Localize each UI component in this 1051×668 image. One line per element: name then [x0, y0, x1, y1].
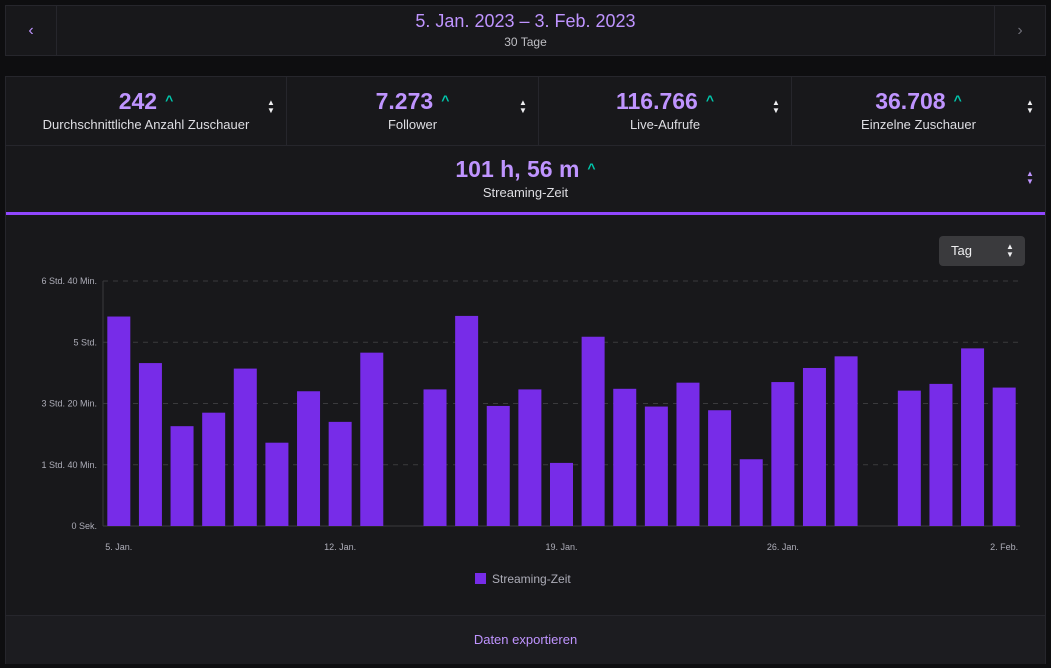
sort-icon: ▲ ▼ [1026, 98, 1034, 115]
stat-value: 242 ^ [118, 88, 174, 114]
bar [486, 405, 510, 526]
stat-unique-viewers[interactable]: 36.708 ^ Einzelne Zuschauer ▲ ▼ [792, 77, 1045, 145]
chevron-right-icon: › [1017, 21, 1023, 39]
sort-icon: ▲ ▼ [267, 98, 275, 115]
bar [676, 382, 700, 526]
previous-period-button[interactable]: ‹ [6, 6, 57, 55]
granularity-value: Tag [951, 243, 972, 258]
bar [613, 388, 637, 526]
sort-icon: ▲ ▼ [519, 98, 527, 115]
sort-icon: ▲ ▼ [772, 98, 780, 115]
bar [202, 412, 226, 526]
date-range: 5. Jan. 2023 – 3. Feb. 2023 30 Tage [56, 6, 995, 49]
stat-value: 7.273 ^ [375, 88, 450, 114]
stat-value: 101 h, 56 m ^ [455, 156, 596, 182]
bar [802, 367, 826, 526]
y-tick-label: 5 Std. [73, 337, 97, 347]
bar [423, 389, 447, 526]
bar [233, 368, 257, 526]
stats-panel: 242 ^ Durchschnittliche Anzahl Zuschauer … [5, 76, 1046, 664]
stat-label: Live-Aufrufe [629, 117, 701, 132]
y-tick-label: 3 Std. 20 Min. [41, 399, 97, 409]
trend-up-icon: ^ [441, 92, 450, 108]
x-tick-label: 19. Jan. [545, 542, 577, 552]
bar [644, 406, 668, 526]
stat-followers[interactable]: 7.273 ^ Follower ▲ ▼ [287, 77, 539, 145]
trend-up-icon: ^ [165, 92, 174, 108]
granularity-select[interactable]: Tag ▲ ▼ [939, 236, 1025, 266]
export-data-button[interactable]: Daten exportieren [6, 615, 1045, 664]
trend-up-icon: ^ [705, 92, 715, 108]
legend-swatch [475, 573, 486, 584]
bar [265, 442, 289, 526]
y-tick-label: 1 Std. 40 Min. [41, 460, 97, 470]
legend-label: Streaming-Zeit [492, 572, 571, 586]
x-tick-label: 12. Jan. [324, 542, 356, 552]
stat-label: Follower [387, 117, 438, 132]
bar [929, 383, 953, 526]
stat-label: Einzelne Zuschauer [861, 117, 976, 132]
bar [708, 410, 732, 526]
bar [455, 315, 479, 526]
chevron-left-icon: ‹ [28, 21, 34, 39]
bar [739, 459, 763, 526]
y-tick-label: 6 Std. 40 Min. [41, 276, 97, 286]
stat-label: Durchschnittliche Anzahl Zuschauer [42, 117, 250, 132]
date-range-title: 5. Jan. 2023 – 3. Feb. 2023 [415, 11, 636, 31]
stat-label: Streaming-Zeit [482, 185, 569, 200]
bar [360, 352, 384, 526]
stat-live-views[interactable]: 116.766 ^ Live-Aufrufe ▲ ▼ [539, 77, 792, 145]
trend-up-icon: ^ [587, 160, 596, 176]
stat-value: 36.708 ^ [875, 88, 962, 114]
bar [328, 421, 352, 526]
streaming-time-chart: 0 Sek. 1 Std. 40 Min. 3 Std. 20 Min. 5 Std.… [41, 276, 1020, 586]
date-range-period: 30 Tage [504, 35, 547, 49]
x-tick-label: 2. Feb. [990, 542, 1018, 552]
active-stat-indicator [6, 212, 1045, 215]
stat-value: 116.766 ^ [615, 88, 715, 114]
y-tick-label: 0 Sek. [71, 521, 97, 531]
bar [897, 390, 921, 526]
bar [550, 462, 573, 526]
select-arrows-icon: ▲ ▼ [1006, 242, 1014, 259]
x-tick-label: 5. Jan. [105, 542, 132, 552]
bar [992, 387, 1016, 526]
bar [581, 336, 605, 526]
trend-up-icon: ^ [953, 92, 962, 108]
bar [961, 348, 985, 526]
bar [170, 426, 194, 526]
date-range-navigator: ‹ 5. Jan. 2023 – 3. Feb. 2023 30 Tage › [5, 5, 1046, 56]
stats-row: 242 ^ Durchschnittliche Anzahl Zuschauer … [6, 77, 1045, 146]
next-period-button[interactable]: › [994, 6, 1045, 55]
stat-average-viewers[interactable]: 242 ^ Durchschnittliche Anzahl Zuschauer … [6, 77, 287, 145]
bar [771, 382, 795, 526]
bar [138, 363, 162, 526]
stat-streaming-time[interactable]: 101 h, 56 m ^ Streaming-Zeit ▲ ▼ [6, 146, 1045, 212]
x-tick-label: 26. Jan. [767, 542, 799, 552]
bar [834, 356, 858, 526]
sort-icon: ▲ ▼ [1026, 169, 1034, 186]
bar [518, 389, 542, 526]
bar [107, 316, 131, 526]
bar [297, 391, 321, 526]
